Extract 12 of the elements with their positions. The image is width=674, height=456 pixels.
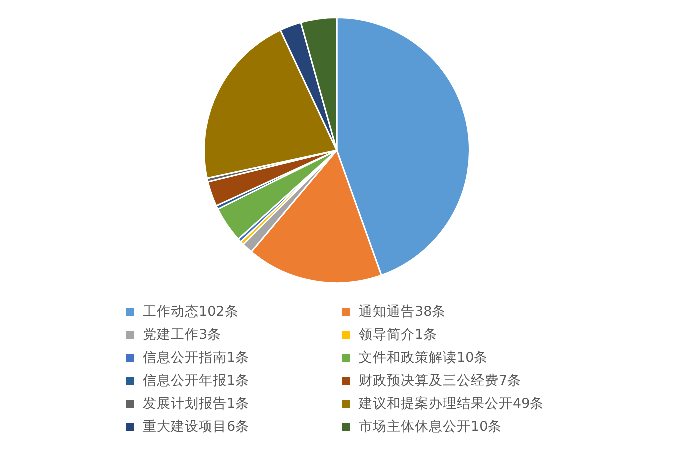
legend-label: 工作动态102条 — [143, 302, 239, 320]
legend-label: 发展计划报告1条 — [143, 394, 250, 412]
legend-label: 建议和提案办理结果公开49条 — [359, 394, 544, 412]
legend-label: 市场主体休息公开10条 — [359, 418, 502, 436]
legend-label: 财政预决算及三公经费7条 — [359, 372, 522, 390]
legend-label: 领导简介1条 — [359, 326, 438, 344]
legend-label: 党建工作3条 — [143, 326, 222, 344]
legend-label: 信息公开年报1条 — [143, 372, 250, 390]
legend-label: 重大建设项目6条 — [143, 418, 250, 436]
legend-label: 信息公开指南1条 — [143, 348, 250, 366]
legend-label: 通知通告38条 — [359, 302, 446, 320]
legend-label: 文件和政策解读10条 — [359, 348, 488, 366]
